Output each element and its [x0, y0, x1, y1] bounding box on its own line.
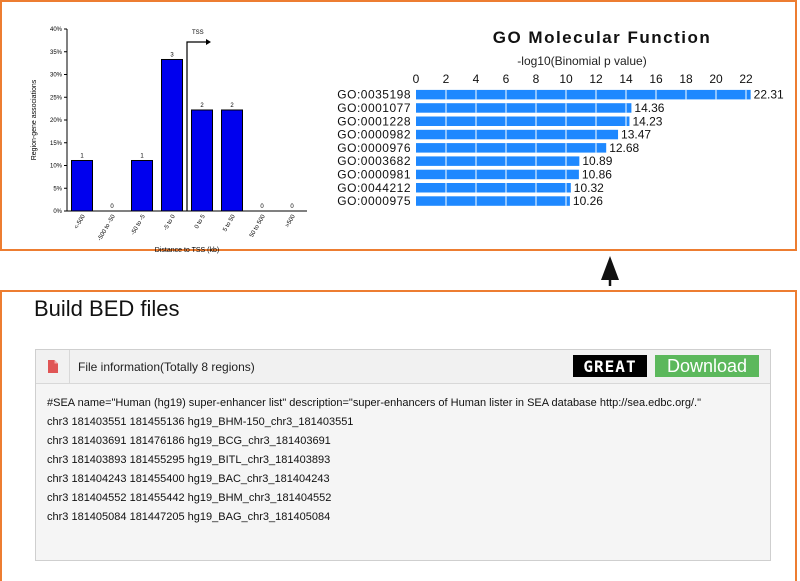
bed-line: chr3 181404552 181455442 hg19_BHM_chr3_1… [47, 492, 332, 504]
go-bar [416, 156, 580, 166]
x-tick-label: 16 [649, 72, 663, 86]
bed-line: chr3 181405084 181447205 hg19_BAG_chr3_1… [47, 511, 331, 523]
file-icon [36, 350, 70, 383]
x-tick-label: 8 [533, 72, 540, 86]
file-information-box: File information(Totally 8 regions) GREA… [35, 349, 771, 561]
x-axis-label: Distance to TSS (kb) [155, 247, 219, 254]
tss-arrow-head [206, 39, 211, 45]
y-tick-label: 0% [53, 209, 62, 215]
bed-line: chr3 181403551 181455136 hg19_BHM-150_ch… [47, 416, 354, 428]
x-tick-label: 22 [739, 72, 753, 86]
x-tick-label: 14 [619, 72, 633, 86]
y-tick-label: 15% [50, 141, 63, 147]
x-tick-label: 50 to 500 [249, 213, 267, 238]
x-tick-label: 2 [443, 72, 450, 86]
tss-bar-count: 2 [230, 103, 234, 109]
tss-distance-chart: 0% 5% 10% 15% 20% 25% 30% 35% 40% 1 <-500 0 -500 to … [31, 27, 307, 254]
tss-bar-count: 3 [170, 52, 174, 58]
go-bar [416, 196, 570, 206]
tss-bar-count: 0 [110, 204, 114, 210]
go-term-label: GO:0035198 [337, 88, 411, 102]
x-tick-label: 12 [589, 72, 603, 86]
y-tick-label: 35% [50, 50, 63, 56]
x-tick-label: >500 [285, 213, 297, 228]
file-header: File information(Totally 8 regions) GREA… [36, 350, 770, 384]
go-value-label: 13.47 [621, 128, 651, 142]
y-axis-label: Region-gene associations [31, 79, 38, 160]
go-value-label: 10.86 [582, 167, 612, 181]
tss-bar-count: 0 [290, 204, 294, 210]
tss-bar [161, 58, 183, 212]
go-term-label: GO:0044212 [337, 181, 411, 195]
tss-bar [191, 109, 213, 212]
x-tick-label: 5 to 50 [222, 213, 237, 232]
go-bar [416, 89, 751, 100]
go-chart-title: GO Molecular Function [492, 28, 712, 47]
go-term-label: GO:0000976 [337, 141, 411, 155]
x-tick-label: 10 [559, 72, 573, 86]
tss-bar [221, 109, 243, 212]
x-tick-label: -500 to -50 [97, 213, 117, 242]
go-bar [416, 143, 607, 153]
bed-file-content: #SEA name="Human (hg19) super-enhancer l… [36, 384, 770, 527]
x-tick-label: 18 [679, 72, 693, 86]
tss-label: TSS [192, 30, 204, 36]
go-bar [416, 103, 632, 113]
y-tick-label: 5% [53, 186, 62, 192]
y-tick-label: 30% [50, 73, 63, 79]
go-term-label: GO:0003682 [337, 154, 411, 168]
y-tick-label: 10% [50, 164, 63, 170]
go-bar [416, 129, 619, 140]
go-term-label: GO:0000982 [337, 128, 411, 142]
x-tick-label: -50 to -5 [130, 213, 147, 236]
y-tick-label: 20% [50, 118, 63, 124]
go-term-label: GO:0001077 [337, 101, 411, 115]
x-tick-label: -5 to 0 [163, 213, 177, 231]
tss-bar-count: 1 [80, 153, 84, 159]
tss-bar-count: 1 [140, 153, 144, 159]
file-information-label: File information(Totally 8 regions) [78, 360, 255, 374]
x-tick-label: 6 [503, 72, 510, 86]
go-value-label: 14.23 [632, 114, 662, 128]
x-tick-label: 20 [709, 72, 723, 86]
tss-bar-count: 2 [200, 103, 204, 109]
go-bar [416, 183, 571, 193]
go-value-label: 14.36 [634, 101, 664, 115]
bed-line: #SEA name="Human (hg19) super-enhancer l… [47, 397, 701, 409]
build-title: Build BED files [34, 296, 180, 321]
y-tick-label: 25% [50, 95, 63, 101]
bed-line: chr3 181403691 181476186 hg19_BCG_chr3_1… [47, 435, 331, 447]
go-value-label: 10.32 [574, 181, 604, 195]
great-logo[interactable]: GREAT [573, 355, 647, 377]
download-button[interactable]: Download [655, 355, 759, 377]
tss-bar [71, 159, 93, 212]
x-tick-label: 0 to 5 [194, 213, 207, 230]
go-molecular-function-chart: 0 2 4 6 8 10 12 14 16 18 20 22 GO:0035198 22.31 GO:000… [337, 72, 784, 208]
go-chart-subtitle: -log10(Binomial p value) [517, 54, 647, 68]
tss-bar [131, 159, 153, 212]
x-tick-label: 0 [413, 72, 420, 86]
bed-line: chr3 181403893 181455295 hg19_BITL_chr3_… [47, 454, 331, 466]
y-tick-label: 40% [50, 27, 63, 33]
go-term-label: GO:0001228 [337, 114, 411, 128]
go-value-label: 10.89 [582, 154, 612, 168]
go-bar [416, 169, 579, 180]
go-value-label: 22.31 [754, 88, 784, 102]
bed-line: chr3 181404243 181455400 hg19_BAC_chr3_1… [47, 473, 330, 485]
x-tick-label: 4 [473, 72, 480, 86]
x-tick-label: <-500 [74, 213, 87, 230]
go-value-label: 12.68 [609, 141, 639, 155]
tss-bar-count: 0 [260, 204, 264, 210]
go-value-label: 10.26 [573, 194, 603, 208]
results-panel: 0% 5% 10% 15% 20% 25% 30% 35% 40% 1 <-500 0 -500 to … [0, 0, 797, 254]
go-term-label: GO:0000975 [337, 194, 411, 208]
go-bar [416, 116, 630, 126]
tss-marker [186, 41, 207, 211]
go-term-label: GO:0000981 [337, 167, 411, 181]
